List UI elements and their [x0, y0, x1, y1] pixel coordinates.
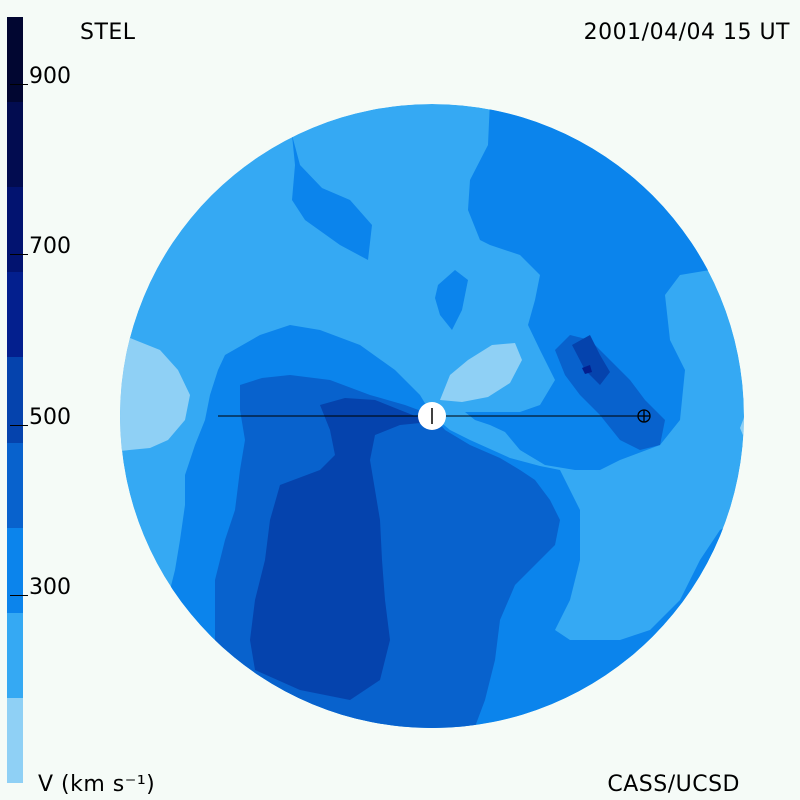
colorbar-tick: [10, 254, 28, 256]
colorbar-tick: [10, 84, 28, 86]
credit-label: CASS/UCSD: [607, 772, 740, 797]
colorbar-segment: [7, 17, 23, 103]
colorbar-tick-label: 500: [29, 404, 71, 430]
colorbar-segment: [7, 102, 23, 188]
colorbar-segment: [7, 527, 23, 613]
variable-label: V (km s⁻¹): [38, 772, 156, 797]
contour-100-200-west: [120, 330, 190, 452]
colorbar-segment: [7, 357, 23, 443]
contour-300-400-spot: [435, 270, 468, 330]
contour-500-600: [250, 398, 430, 700]
earth-icon: [637, 409, 651, 423]
contour-600-700-spot: [582, 365, 592, 374]
colorbar-tick: [10, 594, 28, 596]
colorbar-tick-label: 300: [29, 574, 71, 600]
contour-500-600-east: [572, 335, 610, 385]
colorbar-segment: [7, 442, 23, 528]
contour-300-400-north-west: [292, 135, 372, 260]
colorbar-tick-label: 900: [29, 64, 71, 90]
colorbar-tick-label: 700: [29, 234, 71, 260]
source-label: STEL: [80, 20, 136, 45]
timestamp-label: 2001/04/04 15 UT: [583, 20, 790, 45]
colorbar-segment: [7, 272, 23, 358]
colorbar-segment: [7, 612, 23, 698]
colorbar-segment: [7, 187, 23, 273]
colorbar-segment: [7, 697, 23, 783]
colorbar-tick: [10, 424, 28, 426]
contour-100-200-center: [440, 343, 522, 402]
velocity-colorbar: 900 700 500 300: [7, 17, 71, 783]
